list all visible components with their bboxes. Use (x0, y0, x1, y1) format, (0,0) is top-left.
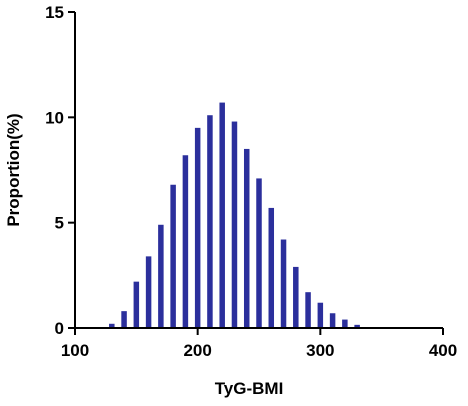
bar-250 (256, 178, 262, 328)
bar-200 (194, 127, 201, 328)
bar-280 (293, 266, 299, 328)
y-tick-label-5: 5 (55, 214, 64, 233)
bar-170 (158, 224, 164, 328)
y-tick-label-15: 15 (45, 3, 64, 22)
bar-220 (219, 102, 225, 328)
y-ticks-group: 0 5 10 15 (45, 3, 75, 338)
bar-190 (182, 155, 189, 328)
bar-260 (268, 207, 275, 328)
x-tick-label-100: 100 (61, 341, 89, 360)
x-tick-label-400: 400 (429, 341, 457, 360)
bar-330 (354, 324, 360, 328)
axes-group (74, 12, 443, 329)
bar-270 (280, 239, 287, 328)
bar-300 (317, 302, 324, 328)
bar-210 (207, 115, 213, 328)
x-tick-label-200: 200 (183, 341, 211, 360)
bar-310 (329, 313, 336, 328)
y-tick-label-10: 10 (45, 108, 64, 127)
x-axis-title: TyG-BMI (215, 379, 284, 398)
bar-180 (170, 184, 176, 328)
bars-group (109, 102, 360, 329)
bar-320 (342, 319, 348, 328)
x-tick-label-300: 300 (306, 341, 334, 360)
bar-160 (145, 256, 152, 328)
bar-150 (133, 281, 140, 328)
x-ticks-group: 100 200 300 400 (61, 328, 457, 360)
bar-290 (305, 292, 311, 328)
bar-230 (231, 121, 238, 329)
bar-240 (243, 148, 250, 328)
y-axis-title: Proportion(%) (4, 113, 23, 226)
bar-140 (121, 311, 127, 328)
y-tick-label-0: 0 (55, 319, 64, 338)
bar-130 (109, 323, 115, 328)
